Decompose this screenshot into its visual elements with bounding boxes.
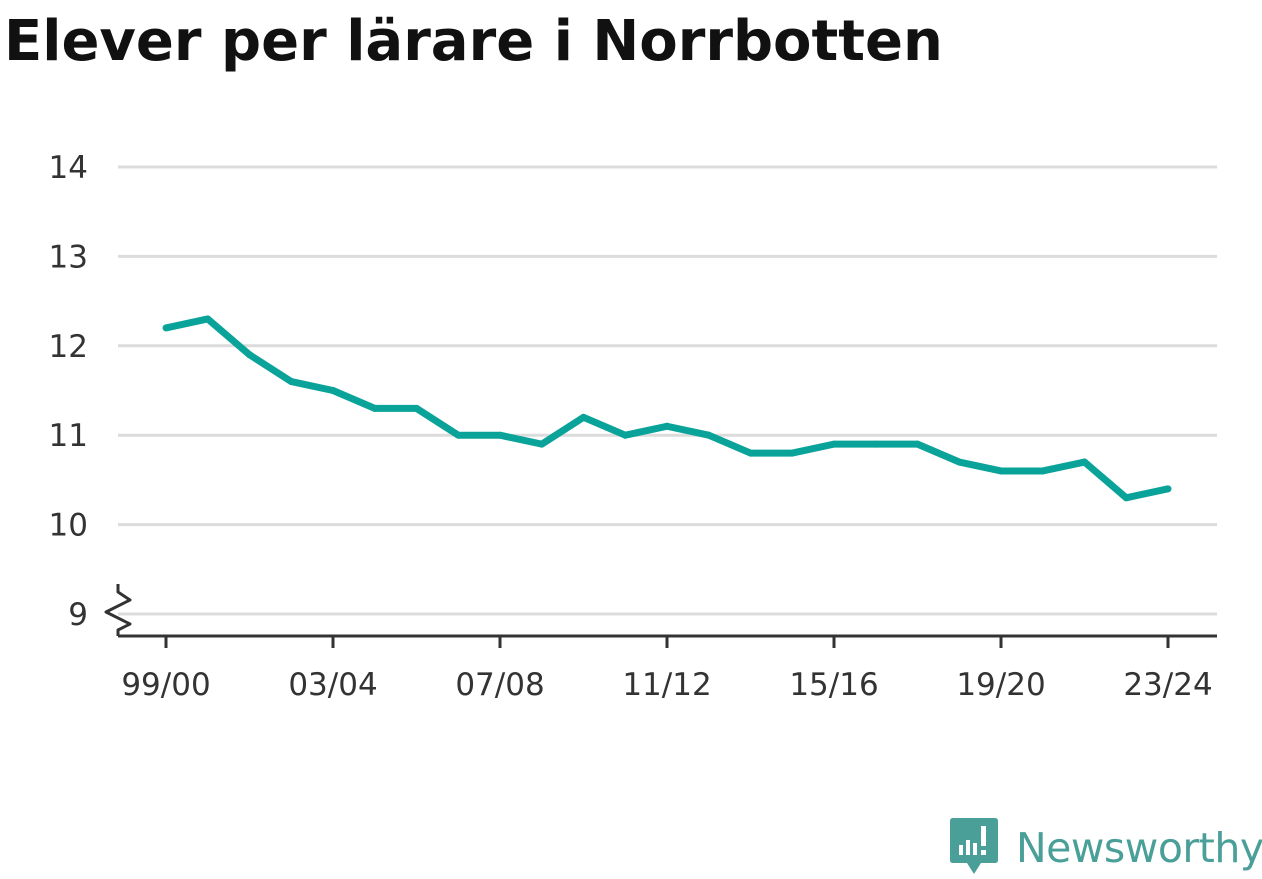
data-point-18-19 xyxy=(955,458,963,466)
data-point-05-06 xyxy=(413,404,420,412)
data-point-19-20 xyxy=(997,467,1005,475)
gridlines xyxy=(118,165,1217,616)
data-point-14-15 xyxy=(788,449,796,457)
data-point-03-04 xyxy=(329,387,337,394)
data-point-12-13 xyxy=(705,431,713,439)
data-point-07-08 xyxy=(496,431,504,439)
data-point-01-02 xyxy=(246,351,253,359)
y-axis-break xyxy=(104,584,132,636)
y-tick-label-14: 14 xyxy=(49,150,88,186)
data-point-02-03 xyxy=(287,378,295,386)
data-point-15-16 xyxy=(830,440,838,448)
y-tick-label-9: 9 xyxy=(68,597,88,633)
series-group xyxy=(162,315,1172,502)
data-point-22-23 xyxy=(1122,494,1130,502)
data-point-04-05 xyxy=(371,404,379,412)
x-tick-label-11-12: 11/12 xyxy=(622,667,711,703)
newsworthy-logo-icon xyxy=(950,818,998,874)
y-axis-labels: 9 10 11 12 13 14 xyxy=(49,150,88,633)
data-point-13-14 xyxy=(747,449,754,457)
data-point-21-22 xyxy=(1081,458,1088,466)
y-tick-label-11: 11 xyxy=(49,418,88,454)
data-point-99-00 xyxy=(162,324,170,332)
y-tick-label-13: 13 xyxy=(49,239,88,275)
line-chart: 9 10 11 12 13 14 99/00 03/04 07/08 11/12 15/16 19/… xyxy=(49,150,1217,703)
x-tick-label-23-24: 23/24 xyxy=(1123,667,1212,703)
axes xyxy=(104,584,1217,648)
data-point-23-24 xyxy=(1164,485,1172,493)
data-point-09-10 xyxy=(580,413,587,421)
x-tick-label-03-04: 03/04 xyxy=(288,667,377,703)
x-tick-label-19-20: 19/20 xyxy=(956,667,1045,703)
data-point-06-07 xyxy=(454,431,462,439)
data-point-10-11 xyxy=(621,431,629,439)
brand-name: Newsworthy xyxy=(1016,824,1262,872)
data-point-20-21 xyxy=(1039,467,1047,475)
y-tick-label-12: 12 xyxy=(49,329,88,365)
x-axis-labels: 99/00 03/04 07/08 11/12 15/16 19/20 23/24 xyxy=(121,667,1212,703)
brand-logo: Newsworthy xyxy=(950,818,1262,878)
x-tick-label-07-08: 07/08 xyxy=(455,667,544,703)
data-point-16-17 xyxy=(872,440,880,448)
data-point-11-12 xyxy=(663,422,671,430)
x-tick-label-15-16: 15/16 xyxy=(789,667,878,703)
data-point-17-18 xyxy=(914,440,921,448)
data-point-00-01 xyxy=(204,315,212,323)
x-tick-label-99-00: 99/00 xyxy=(121,667,210,703)
data-point-08-09 xyxy=(538,440,546,448)
y-tick-label-10: 10 xyxy=(49,508,88,544)
chart-title: Elever per lärare i Norrbotten xyxy=(4,9,943,74)
